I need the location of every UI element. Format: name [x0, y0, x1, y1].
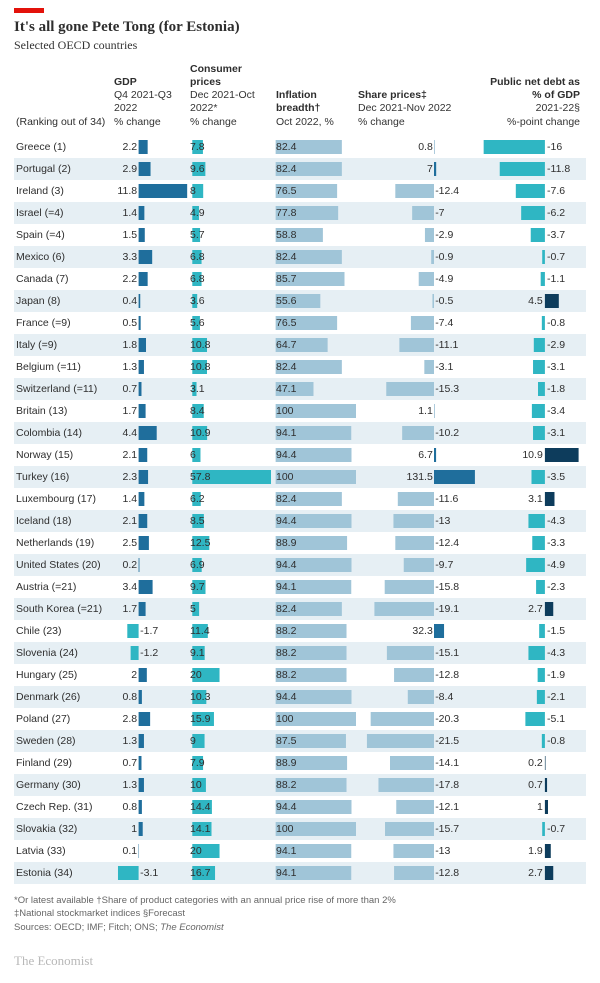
table-row: Netherlands (19) 2.5 12.5 88.9 -12.4 -3.… [14, 532, 586, 554]
country-cell: Netherlands (19) [14, 532, 112, 554]
col-breadth-header: Inflation breadth† Oct 2022, % [274, 89, 356, 131]
table-row: Finland (29) 0.7 7.9 88.9 -14.1 0.2 [14, 752, 586, 774]
country-cell: Spain (=4) [14, 224, 112, 246]
country-cell: Sweden (28) [14, 730, 112, 752]
country-cell: Hungary (25) [14, 664, 112, 686]
country-cell: Slovenia (24) [14, 642, 112, 664]
table-row: Slovakia (32) 1 14.1 100 -15.7 -0.7 [14, 818, 586, 840]
country-cell: Belgium (=11) [14, 356, 112, 378]
table-row: Denmark (26) 0.8 10.3 94.4 -8.4 -2.1 [14, 686, 586, 708]
table-row: Hungary (25) 2 20 88.2 -12.8 -1.9 [14, 664, 586, 686]
country-cell: Canada (7) [14, 268, 112, 290]
header-row: (Ranking out of 34) GDP Q4 2021-Q3 2022 … [14, 63, 586, 132]
country-cell: Finland (29) [14, 752, 112, 774]
country-cell: Latvia (33) [14, 840, 112, 862]
table-row: Slovenia (24) -1.2 9.1 88.2 -15.1 -4.3 [14, 642, 586, 664]
country-cell: Switzerland (=11) [14, 378, 112, 400]
country-cell: Denmark (26) [14, 686, 112, 708]
country-cell: Luxembourg (17) [14, 488, 112, 510]
table-row: Chile (23) -1.7 11.4 88.2 32.3 -1.5 [14, 620, 586, 642]
col-share-header: Share prices‡ Dec 2021-Nov 2022 % change [356, 89, 476, 131]
country-cell: Iceland (18) [14, 510, 112, 532]
table-row: Ireland (3) 11.8 8 76.5 -12.4 -7.6 [14, 180, 586, 202]
table-row: South Korea (=21) 1.7 5 82.4 -19.1 2.7 [14, 598, 586, 620]
ranking-label: (Ranking out of 34) [16, 116, 105, 128]
table-row: United States (20) 0.2 6.9 94.4 -9.7 -4.… [14, 554, 586, 576]
table-row: Luxembourg (17) 1.4 6.2 82.4 -11.6 3.1 [14, 488, 586, 510]
col-debt-header: Public net debt as % of GDP 2021-22§ %-p… [476, 76, 582, 132]
table-row: Greece (1) 2.2 7.8 82.4 0.8 -16 [14, 136, 586, 158]
country-cell: Czech Rep. (31) [14, 796, 112, 818]
rows-container: Greece (1) 2.2 7.8 82.4 0.8 -16 Portugal… [14, 136, 586, 884]
chart-subtitle: Selected OECD countries [14, 38, 586, 53]
country-cell: Turkey (16) [14, 466, 112, 488]
footnotes: *Or latest available †Share of product c… [14, 894, 586, 921]
country-cell: United States (20) [14, 554, 112, 576]
country-cell: Japan (8) [14, 290, 112, 312]
table-row: Colombia (14) 4.4 10.9 94.1 -10.2 -3.1 [14, 422, 586, 444]
country-cell: Norway (15) [14, 444, 112, 466]
country-cell: Greece (1) [14, 136, 112, 158]
table-row: Czech Rep. (31) 0.8 14.4 94.4 -12.1 1 [14, 796, 586, 818]
table-row: Estonia (34) -3.1 16.7 94.1 -12.8 2.7 [14, 862, 586, 884]
table-row: Italy (=9) 1.8 10.8 64.7 -11.1 -2.9 [14, 334, 586, 356]
sources: Sources: OECD; IMF; Fitch; ONS; The Econ… [14, 922, 586, 933]
country-cell: Germany (30) [14, 774, 112, 796]
country-cell: Israel (=4) [14, 202, 112, 224]
table-row: Switzerland (=11) 0.7 3.1 47.1 -15.3 -1.… [14, 378, 586, 400]
brand-red-tab [14, 8, 44, 13]
table-row: Spain (=4) 1.5 5.7 58.8 -2.9 -3.7 [14, 224, 586, 246]
table-row: Iceland (18) 2.1 8.5 94.4 -13 -4.3 [14, 510, 586, 532]
country-cell: Poland (27) [14, 708, 112, 730]
table-row: Latvia (33) 0.1 20 94.1 -13 1.9 [14, 840, 586, 862]
ranking-header: (Ranking out of 34) [14, 116, 112, 132]
col-cpi-header: Consumer prices Dec 2021-Oct 2022* % cha… [188, 63, 274, 132]
table-row: Poland (27) 2.8 15.9 100 -20.3 -5.1 [14, 708, 586, 730]
country-cell: Estonia (34) [14, 862, 112, 884]
table-row: Turkey (16) 2.3 57.8 100 131.5 -3.5 [14, 466, 586, 488]
chart-table: (Ranking out of 34) GDP Q4 2021-Q3 2022 … [14, 63, 586, 884]
chart-title: It's all gone Pete Tong (for Estonia) [14, 19, 586, 36]
brand-label: The Economist [14, 953, 586, 969]
country-cell: Italy (=9) [14, 334, 112, 356]
table-row: Austria (=21) 3.4 9.7 94.1 -15.8 -2.3 [14, 576, 586, 598]
table-row: Israel (=4) 1.4 4.9 77.8 -7 -6.2 [14, 202, 586, 224]
col-gdp-header: GDP Q4 2021-Q3 2022 % change [112, 76, 188, 132]
table-row: Germany (30) 1.3 10 88.2 -17.8 0.7 [14, 774, 586, 796]
country-cell: Chile (23) [14, 620, 112, 642]
country-cell: Mexico (6) [14, 246, 112, 268]
table-row: France (=9) 0.5 5.6 76.5 -7.4 -0.8 [14, 312, 586, 334]
country-cell: South Korea (=21) [14, 598, 112, 620]
table-row: Belgium (=11) 1.3 10.8 82.4 -3.1 -3.1 [14, 356, 586, 378]
table-row: Portugal (2) 2.9 9.6 82.4 7 -11.8 [14, 158, 586, 180]
table-row: Sweden (28) 1.3 9 87.5 -21.5 -0.8 [14, 730, 586, 752]
table-row: Canada (7) 2.2 6.8 85.7 -4.9 -1.1 [14, 268, 586, 290]
table-row: Mexico (6) 3.3 6.8 82.4 -0.9 -0.7 [14, 246, 586, 268]
country-cell: France (=9) [14, 312, 112, 334]
table-row: Japan (8) 0.4 3.6 55.6 -0.5 4.5 [14, 290, 586, 312]
country-cell: Austria (=21) [14, 576, 112, 598]
country-cell: Ireland (3) [14, 180, 112, 202]
table-row: Norway (15) 2.1 6 94.4 6.7 10.9 [14, 444, 586, 466]
country-cell: Britain (13) [14, 400, 112, 422]
table-row: Britain (13) 1.7 8.4 100 1.1 -3.4 [14, 400, 586, 422]
country-cell: Slovakia (32) [14, 818, 112, 840]
country-cell: Portugal (2) [14, 158, 112, 180]
country-cell: Colombia (14) [14, 422, 112, 444]
